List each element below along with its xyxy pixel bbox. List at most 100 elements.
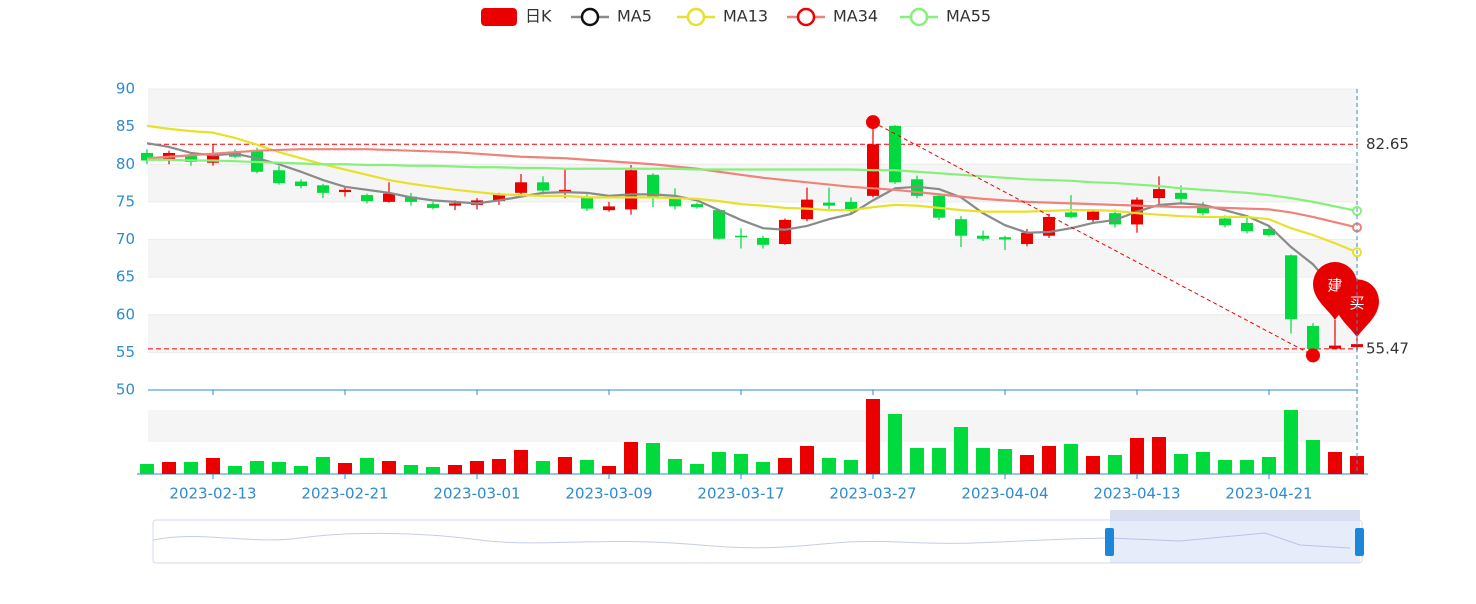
legend-item[interactable]: MA55 <box>900 7 991 27</box>
zoom-handle[interactable] <box>1355 528 1364 556</box>
volume-bar <box>646 443 660 474</box>
candle-body <box>1087 211 1099 220</box>
volume-bar <box>338 463 352 474</box>
volume-bar <box>624 442 638 474</box>
volume-bar <box>1284 410 1298 474</box>
legend-label: MA55 <box>946 7 991 26</box>
volume-bar <box>580 460 594 474</box>
x-tick-label: 2023-03-09 <box>565 485 652 503</box>
legend-swatch <box>686 7 706 27</box>
volume-bar <box>140 464 154 474</box>
volume-bar <box>1130 438 1144 474</box>
candle-body <box>845 201 857 211</box>
x-tick-label: 2023-04-13 <box>1093 485 1180 503</box>
candle-body <box>955 219 967 236</box>
x-tick-label: 2023-03-17 <box>697 485 784 503</box>
max-point <box>866 115 880 130</box>
candle-body <box>1219 218 1231 226</box>
candle-body <box>581 196 593 209</box>
candle-body <box>1329 345 1341 349</box>
volume-bar <box>800 446 814 474</box>
trend-line <box>872 121 1314 356</box>
volume-bar <box>866 399 880 474</box>
candle-body <box>317 185 329 193</box>
y-tick-label: 65 <box>116 268 135 286</box>
candle-body <box>1021 232 1033 245</box>
candle-body <box>691 204 703 208</box>
volume-bar <box>1350 456 1364 474</box>
volume-bar <box>712 452 726 474</box>
candle-body <box>361 195 373 202</box>
candle-body <box>1197 207 1209 214</box>
volume-bar <box>1218 460 1232 474</box>
volume-bar <box>602 466 616 474</box>
candle-body <box>427 204 439 208</box>
candle-body <box>1241 222 1253 232</box>
candle-body <box>449 203 461 206</box>
volume-bar <box>470 461 484 474</box>
candle-body <box>889 125 901 183</box>
x-tick-label: 2023-04-04 <box>961 485 1048 503</box>
candle-body <box>295 181 307 187</box>
volume-band <box>148 410 1358 442</box>
volume-bar <box>360 458 374 474</box>
legend-label: 日K <box>525 7 552 26</box>
data-zoom[interactable] <box>152 510 1364 564</box>
zoom-handle[interactable] <box>1105 528 1114 556</box>
volume-bar <box>778 458 792 474</box>
legend-swatch <box>909 7 929 27</box>
volume-bar <box>382 461 396 474</box>
candle-body <box>1307 326 1319 349</box>
candle-body <box>713 210 725 239</box>
volume-bar <box>1262 457 1276 474</box>
volume-bar <box>822 458 836 474</box>
ma-line <box>146 124 1358 254</box>
candle-body <box>1263 228 1275 235</box>
legend-swatch <box>796 7 816 27</box>
volume-bar <box>228 466 242 474</box>
plot: 50 55 60 65 70 75 80 85 90 2023-02-13 2023-02-21 20… <box>116 7 1409 503</box>
candle-body <box>977 235 989 239</box>
volume-bar <box>514 450 528 474</box>
volume-bar <box>998 449 1012 474</box>
volume-bar <box>910 448 924 474</box>
x-tick-label: 2023-03-01 <box>433 485 520 503</box>
volume-bar <box>932 448 946 474</box>
legend-label: MA5 <box>617 7 652 26</box>
candle-body <box>625 170 637 210</box>
volume-bar <box>1174 454 1188 474</box>
volume-bar <box>272 462 286 474</box>
volume-bar <box>206 458 220 474</box>
volume-bar <box>1086 456 1100 474</box>
volume-bar <box>558 457 572 474</box>
volume-bar <box>1108 455 1122 474</box>
volume-bar <box>404 465 418 474</box>
candle-body <box>383 193 395 202</box>
x-tick-label: 2023-03-27 <box>829 485 916 503</box>
legend-item[interactable]: MA34 <box>787 7 878 27</box>
candle-body <box>515 182 527 193</box>
candle-body <box>1065 212 1077 217</box>
volume-bar <box>184 462 198 474</box>
volume-bar <box>250 461 264 474</box>
legend-item[interactable]: MA13 <box>677 7 768 27</box>
volume-bar <box>690 464 704 474</box>
candle-body <box>779 219 791 245</box>
candle-body <box>273 170 285 184</box>
y-tick-label: 90 <box>116 80 135 98</box>
legend-item[interactable]: 日K <box>481 7 552 27</box>
candle-body <box>405 196 417 202</box>
zoom-window[interactable] <box>1110 520 1360 563</box>
volume-bar <box>1196 452 1210 474</box>
candle-body <box>559 189 571 193</box>
legend-swatch <box>580 7 600 27</box>
candle-body <box>1351 344 1363 348</box>
legend-label: MA13 <box>723 7 768 26</box>
x-tick-label: 2023-02-13 <box>169 485 256 503</box>
volume-bar <box>492 459 506 474</box>
volume-bar <box>294 466 308 474</box>
zoom-bar[interactable] <box>1110 510 1360 520</box>
y-tick-label: 55 <box>116 343 135 361</box>
volume-bar <box>976 448 990 474</box>
legend-item[interactable]: MA5 <box>571 7 652 27</box>
